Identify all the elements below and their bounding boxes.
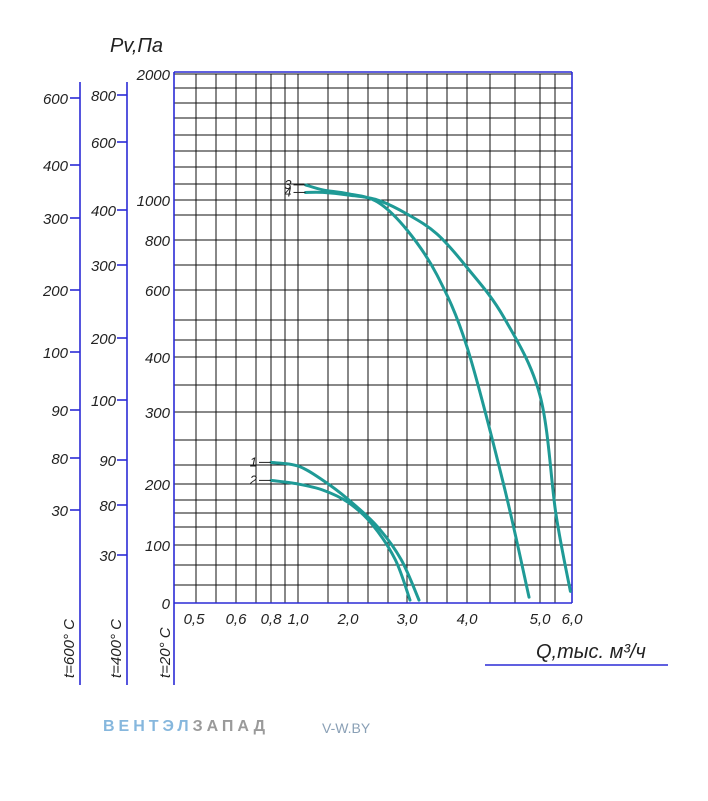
curve-2 bbox=[269, 478, 412, 602]
brand-part-1: ВЕНТЭЛ bbox=[103, 718, 193, 735]
curve-label-2: 2 bbox=[249, 472, 258, 487]
y-tick-label-600: 600 bbox=[43, 91, 69, 108]
x-tick-label: 4,0 bbox=[457, 611, 479, 628]
y-tick-label-400: 600 bbox=[91, 135, 117, 152]
y-tick-label-20: 0 bbox=[162, 596, 171, 613]
x-tick-label: 5,0 bbox=[530, 611, 552, 628]
y-tick-label-400: 80 bbox=[99, 498, 116, 515]
y-tick-label-20: 300 bbox=[145, 405, 171, 422]
y-tick-label-400: 30 bbox=[99, 548, 116, 565]
curve-label-3: 3 bbox=[284, 177, 292, 192]
x-tick-label: 0,8 bbox=[261, 611, 283, 628]
y-tick-label-400: 90 bbox=[99, 453, 116, 470]
y-tick-label-600: 400 bbox=[43, 158, 69, 175]
scale-label: t=600° C bbox=[61, 619, 78, 678]
x-tick-label: 1,0 bbox=[288, 611, 310, 628]
y-tick-label-600: 200 bbox=[42, 283, 69, 300]
axes bbox=[79, 71, 668, 685]
site-url: V-W.BY bbox=[322, 720, 371, 736]
x-axis-title: Q,тыс. м³/ч bbox=[536, 641, 646, 663]
brand-part-2: ЗАПАД bbox=[192, 718, 269, 735]
y-tick-label-400: 400 bbox=[91, 203, 117, 220]
y-tick-label-20: 600 bbox=[145, 283, 171, 300]
curve-label-1: 1 bbox=[250, 454, 257, 469]
y-tick-label-400: 300 bbox=[91, 258, 117, 275]
y-tick-label-600: 30 bbox=[51, 503, 68, 520]
grid bbox=[174, 73, 573, 603]
curve-4 bbox=[304, 190, 572, 593]
x-tick-label: 2,0 bbox=[337, 611, 360, 628]
y-tick-label-20: 400 bbox=[145, 350, 171, 367]
x-tick-label: 3,0 bbox=[397, 611, 419, 628]
curve-label-4: 4 bbox=[284, 184, 291, 199]
x-tick-label: 6,0 bbox=[562, 611, 584, 628]
y-tick-label-20: 2000 bbox=[136, 67, 171, 84]
curves: 1 2 34 bbox=[249, 177, 572, 602]
y-tick-label-20: 100 bbox=[145, 538, 171, 555]
y-axis-title: Pv,Па bbox=[110, 35, 163, 57]
y-tick-label-20: 800 bbox=[145, 233, 171, 250]
curve-1 bbox=[269, 460, 421, 602]
y-tick-label-20: 1000 bbox=[137, 193, 171, 210]
y-tick-label-400: 200 bbox=[90, 331, 117, 348]
y-tick-label-600: 300 bbox=[43, 211, 69, 228]
scale-label: t=400° C bbox=[108, 619, 125, 678]
y-tick-label-20: 200 bbox=[144, 477, 171, 494]
brand-logo: ВЕНТЭЛЗАПАД bbox=[103, 718, 269, 736]
x-tick-label: 0,6 bbox=[226, 611, 248, 628]
x-tick-label: 0,5 bbox=[184, 611, 206, 628]
curve-3 bbox=[304, 183, 531, 599]
y-tick-label-400: 800 bbox=[91, 88, 117, 105]
y-tick-label-600: 80 bbox=[51, 451, 68, 468]
fan-performance-chart: 0,5 0,6 0,8 1,0 2,0 3,0 4,0 5,0 6,0 0 100 200 300 400… bbox=[42, 35, 668, 685]
y-tick-label-600: 90 bbox=[51, 403, 68, 420]
y-tick-label-400: 100 bbox=[91, 393, 117, 410]
y-tick-label-600: 100 bbox=[43, 345, 69, 362]
tick-labels: 0,5 0,6 0,8 1,0 2,0 3,0 4,0 5,0 6,0 0 100 200 300 400… bbox=[42, 67, 583, 678]
scale-label: t=20° C bbox=[157, 627, 174, 678]
